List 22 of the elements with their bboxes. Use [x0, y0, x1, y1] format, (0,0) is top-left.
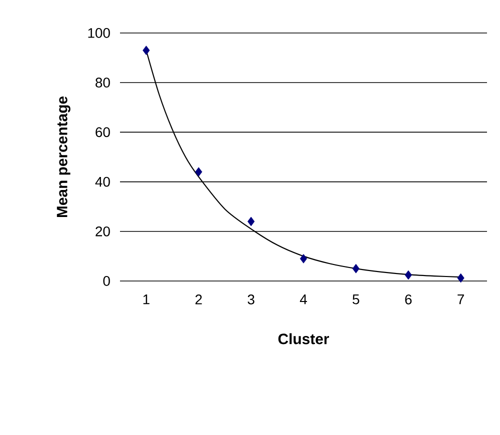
point — [352, 264, 360, 274]
point — [404, 270, 412, 280]
y-tick-label: 40 — [95, 176, 110, 187]
point — [195, 167, 202, 177]
x-tick-label: 5 — [352, 294, 360, 304]
x-tick-label: 2 — [195, 294, 202, 304]
y-tick-label: 100 — [88, 28, 110, 38]
y-tick-label: 60 — [96, 127, 110, 138]
point — [457, 273, 464, 283]
x-axis-title: Cluster — [278, 333, 330, 344]
x-tick-label: 7 — [458, 294, 464, 304]
point — [142, 46, 150, 56]
y-axis-title: Mean percentage — [56, 96, 70, 218]
y-tick-label: 80 — [96, 78, 110, 88]
x-tick-label: 6 — [405, 294, 412, 304]
x-tick-label: 3 — [248, 294, 254, 304]
y-tick-label: 20 — [96, 226, 110, 236]
x-tick-label: 4 — [300, 294, 307, 304]
point — [300, 254, 308, 264]
point — [248, 216, 255, 226]
y-tick-label: 0 — [103, 276, 110, 286]
x-tick-label: 1 — [143, 294, 150, 304]
